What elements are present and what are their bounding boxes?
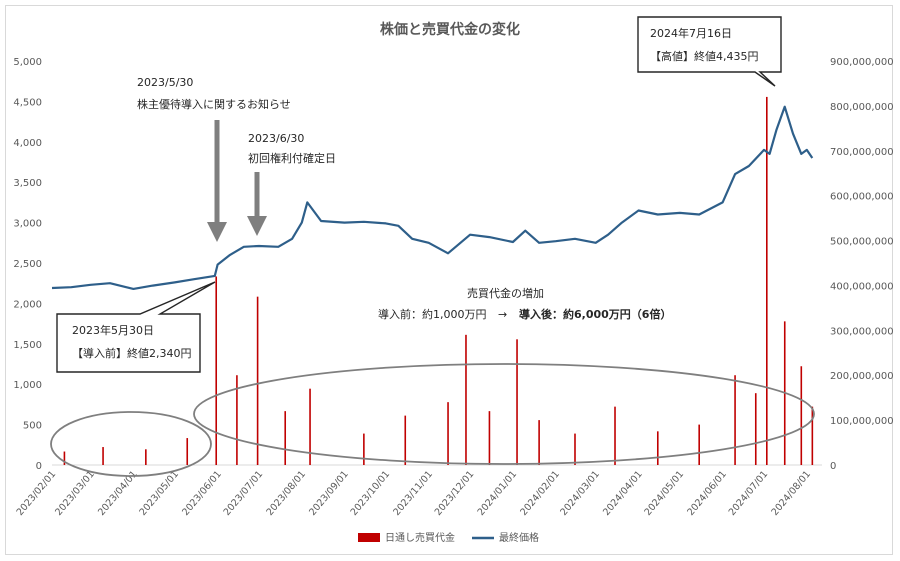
announce-text: 株主優待導入に関するお知らせ (137, 97, 291, 111)
volume-increase-title: 売買代金の増加 (467, 286, 544, 300)
right-tick-label: 400,000,000 (830, 281, 894, 292)
right-tick-label: 500,000,000 (830, 237, 894, 248)
volume-bar (516, 339, 518, 465)
x-tick-label: 2024/03/01 (558, 469, 602, 518)
right-tick-label: 300,000,000 (830, 326, 894, 337)
x-tick-label: 2023/10/01 (349, 469, 393, 518)
announce-date: 2023/5/30 (137, 76, 193, 89)
volume-bar (574, 433, 576, 465)
volume-before: 導入前：約1,000万円 (378, 307, 487, 321)
volume-bar (614, 406, 616, 465)
volume-bar (465, 334, 467, 465)
volume-bar (488, 411, 491, 465)
left-tick-label: 4,500 (13, 97, 42, 108)
x-tick-label: 2024/07/01 (727, 469, 771, 518)
volume-bar (734, 375, 736, 465)
volume-bar (145, 449, 147, 465)
volume-bar (656, 431, 659, 465)
x-tick-label: 2023/09/01 (307, 469, 351, 518)
left-tick-label: 3,500 (13, 178, 42, 189)
left-tick-label: 4,000 (13, 138, 42, 149)
volume-bar (404, 415, 407, 465)
after-volume-ellipse (193, 363, 815, 465)
x-tick-label: 2024/08/01 (769, 469, 813, 518)
x-tick-label: 2024/01/01 (476, 469, 520, 518)
right-tick-label: 900,000,000 (830, 57, 894, 68)
left-tick-label: 3,000 (13, 219, 42, 230)
left-tick-label: 0 (36, 461, 42, 472)
volume-bar (811, 406, 814, 465)
high-price: 【高値】終値4,435円 (650, 49, 759, 63)
legend-label-price: 最終価格 (499, 531, 539, 544)
right-axis-ticks: 0 100,000,000 200,000,000 300,000,000 400,00… (830, 57, 894, 472)
volume-bar (186, 438, 189, 465)
volume-arrow: → (498, 308, 507, 321)
x-tick-label: 2023/02/01 (15, 469, 59, 518)
x-tick-label: 2023/06/01 (180, 469, 224, 518)
x-tick-label: 2023/03/01 (53, 469, 97, 518)
volume-after: 導入後：約6,000万円（6倍） (519, 307, 671, 321)
right-tick-label: 700,000,000 (830, 147, 894, 158)
before-intro-date: 2023年5月30日 (72, 323, 154, 337)
right-tick-label: 800,000,000 (830, 102, 894, 113)
volume-bar (284, 411, 287, 465)
x-tick-label: 2023/08/01 (264, 469, 308, 518)
volume-bar (766, 96, 768, 466)
volume-bar (309, 388, 311, 465)
legend: 日通し売買代金 最終価格 (358, 531, 539, 544)
right-tick-label: 200,000,000 (830, 371, 894, 382)
left-tick-label: 500 (23, 421, 42, 432)
volume-bar (63, 451, 66, 465)
x-tick-label: 2024/05/01 (643, 469, 687, 518)
left-tick-label: 2,000 (13, 299, 42, 310)
legend-label-volume: 日通し売買代金 (385, 531, 455, 544)
high-callout: 2024年7月16日 【高値】終値4,435円 (637, 16, 782, 87)
volume-bar (754, 393, 757, 465)
right-tick-label: 600,000,000 (830, 192, 894, 203)
volume-bar (447, 402, 449, 465)
high-date: 2024年7月16日 (650, 26, 732, 40)
left-axis-ticks: 0 500 1,000 1,500 2,000 2,500 3,000 3,500 4,000 4… (13, 57, 42, 472)
volume-bar (800, 366, 803, 465)
right-tick-label: 100,000,000 (830, 416, 894, 427)
left-tick-label: 1,500 (13, 340, 42, 351)
left-tick-label: 2,500 (13, 259, 42, 270)
left-tick-label: 5,000 (13, 57, 42, 68)
x-tick-label: 2024/06/01 (685, 469, 729, 518)
left-tick-label: 1,000 (13, 380, 42, 391)
chart-title: 株価と売買代金の変化 (380, 21, 520, 38)
record-date: 2023/6/30 (248, 132, 304, 145)
x-tick-label: 2023/12/01 (433, 469, 477, 518)
x-tick-label: 2023/11/01 (391, 469, 435, 518)
volume-bar (698, 424, 700, 465)
volume-bar (256, 296, 259, 465)
volume-bar (236, 375, 238, 465)
volume-bars (63, 96, 814, 466)
right-tick-label: 0 (830, 461, 836, 472)
volume-bar (363, 433, 365, 465)
price-line (51, 105, 814, 290)
x-tick-label: 2024/02/01 (518, 469, 562, 518)
before-volume-ellipse (50, 411, 212, 477)
volume-bar (215, 276, 218, 465)
before-intro-price: 【導入前】終値2,340円 (72, 346, 192, 360)
x-tick-label: 2023/07/01 (222, 469, 266, 518)
volume-bar (538, 420, 540, 465)
legend-swatch-volume (358, 533, 380, 542)
x-tick-label: 2024/04/01 (601, 469, 645, 518)
before-intro-callout: 2023年5月30日 【導入前】終値2,340円 (56, 281, 216, 373)
record-text: 初回権利付確定日 (248, 151, 336, 165)
volume-bar (102, 447, 104, 465)
